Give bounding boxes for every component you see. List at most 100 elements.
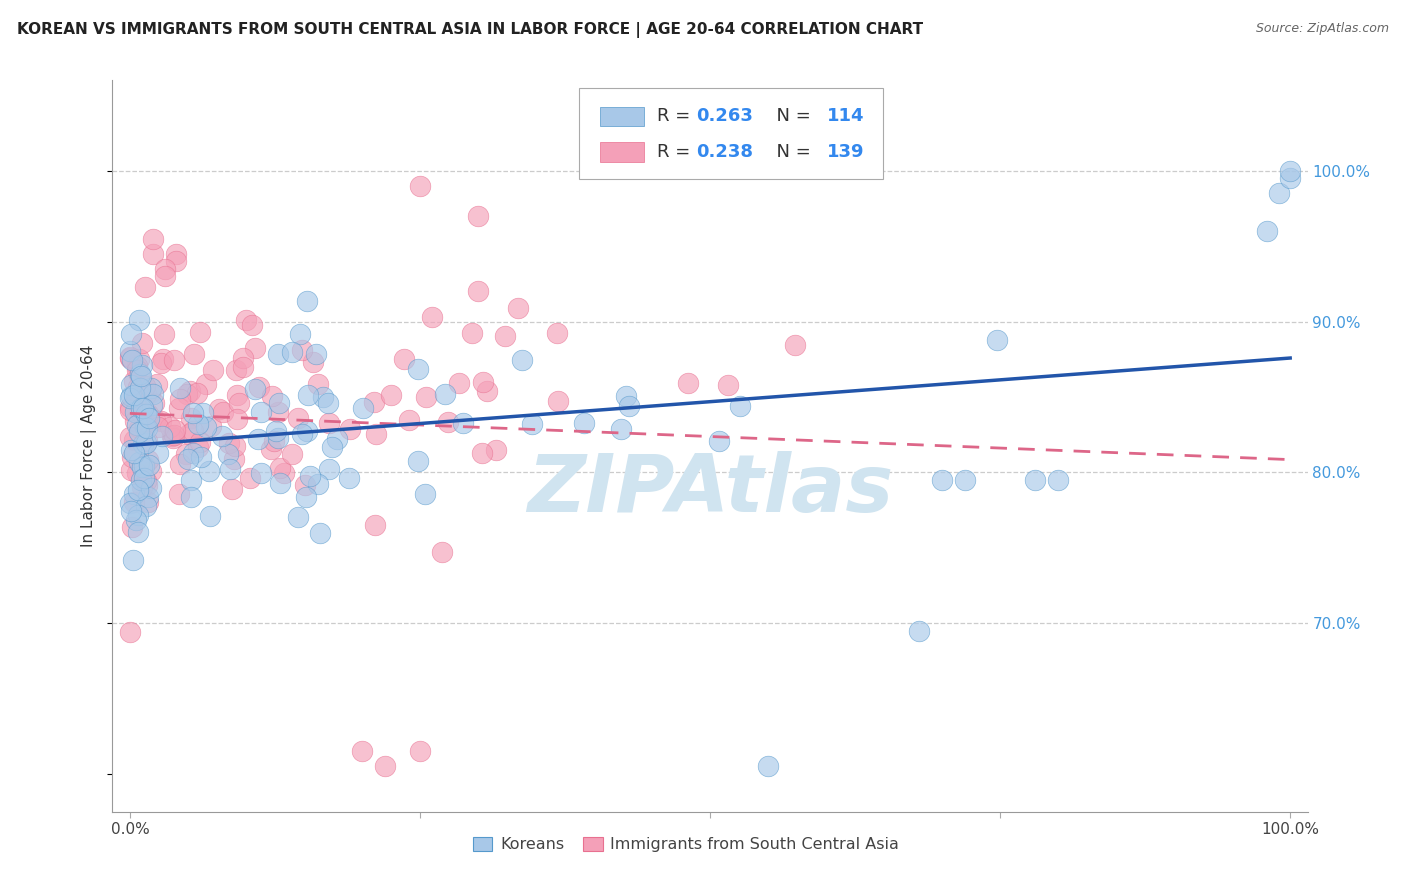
Point: [295, 424, 318, 438]
Point: [187, 417, 209, 431]
Point: [198, 509, 221, 524]
Point: [120, 378, 142, 392]
Point: [451, 416, 474, 430]
Point: [139, 381, 162, 395]
Point: [152, 351, 174, 366]
Point: [221, 482, 243, 496]
Point: [124, 414, 146, 428]
Point: [546, 326, 568, 340]
Point: [129, 401, 152, 416]
Point: [380, 388, 402, 402]
Point: [120, 463, 142, 477]
Point: [294, 477, 316, 491]
Point: [194, 376, 217, 391]
Point: [287, 411, 309, 425]
Point: [120, 351, 142, 365]
Point: [614, 389, 637, 403]
Point: [267, 405, 290, 419]
Point: [955, 473, 977, 487]
Point: [131, 460, 153, 475]
Point: [160, 429, 183, 443]
Point: [510, 353, 533, 368]
Point: [150, 356, 173, 370]
Point: [142, 387, 165, 401]
Point: [260, 389, 283, 403]
Point: [142, 246, 165, 260]
Text: N =: N =: [765, 108, 817, 126]
Point: [243, 341, 266, 355]
Point: [433, 387, 456, 401]
Point: [339, 471, 361, 485]
Point: [316, 396, 339, 410]
Point: [132, 401, 155, 416]
Text: N =: N =: [765, 143, 817, 161]
Point: [125, 392, 148, 406]
Point: [127, 467, 149, 481]
Point: [128, 313, 150, 327]
Point: [129, 473, 152, 487]
Point: [127, 508, 149, 522]
Point: [122, 553, 145, 567]
Point: [118, 391, 141, 405]
Point: [153, 261, 176, 276]
Text: KOREAN VS IMMIGRANTS FROM SOUTH CENTRAL ASIA IN LABOR FORCE | AGE 20-64 CORRELAT: KOREAN VS IMMIGRANTS FROM SOUTH CENTRAL …: [17, 22, 922, 38]
Point: [167, 487, 190, 501]
Point: [986, 334, 1008, 348]
Point: [508, 301, 530, 315]
Point: [247, 432, 270, 446]
Point: [176, 452, 198, 467]
Point: [177, 427, 200, 442]
Point: [141, 481, 163, 495]
Point: [352, 401, 374, 415]
Point: [132, 436, 155, 450]
Point: [211, 429, 233, 443]
Point: [297, 388, 319, 402]
Point: [122, 487, 145, 501]
Point: [247, 380, 270, 394]
Point: [190, 450, 212, 464]
Point: [321, 440, 343, 454]
Point: [131, 358, 153, 372]
Point: [128, 425, 150, 440]
Point: [141, 398, 163, 412]
Point: [291, 427, 314, 442]
Point: [135, 436, 157, 450]
Point: [120, 496, 142, 510]
Point: [364, 518, 387, 533]
Point: [267, 346, 290, 360]
Point: [475, 384, 498, 398]
Point: [218, 435, 240, 450]
Point: [461, 326, 484, 341]
Point: [326, 432, 349, 446]
Point: [174, 447, 197, 461]
Point: [120, 350, 142, 364]
Point: [350, 835, 373, 849]
Point: [374, 759, 396, 773]
Point: [409, 835, 432, 849]
Point: [413, 487, 436, 501]
Text: 0.263: 0.263: [696, 108, 752, 126]
Point: [406, 454, 429, 468]
Y-axis label: In Labor Force | Age 20-64: In Labor Force | Age 20-64: [80, 345, 97, 547]
Point: [299, 469, 322, 483]
Point: [364, 426, 387, 441]
Point: [226, 412, 249, 426]
Point: [707, 434, 730, 448]
Point: [1267, 186, 1289, 201]
Point: [135, 434, 157, 448]
Point: [232, 351, 254, 365]
Point: [717, 377, 740, 392]
Point: [136, 494, 159, 508]
Point: [318, 462, 340, 476]
Point: [159, 419, 181, 434]
Point: [409, 744, 432, 758]
Point: [128, 380, 150, 394]
Point: [120, 403, 142, 417]
Point: [165, 246, 187, 260]
Point: [266, 431, 288, 445]
Point: [122, 446, 145, 460]
Point: [235, 312, 257, 326]
Point: [169, 381, 191, 395]
Text: 114: 114: [827, 108, 865, 126]
Point: [118, 625, 141, 640]
